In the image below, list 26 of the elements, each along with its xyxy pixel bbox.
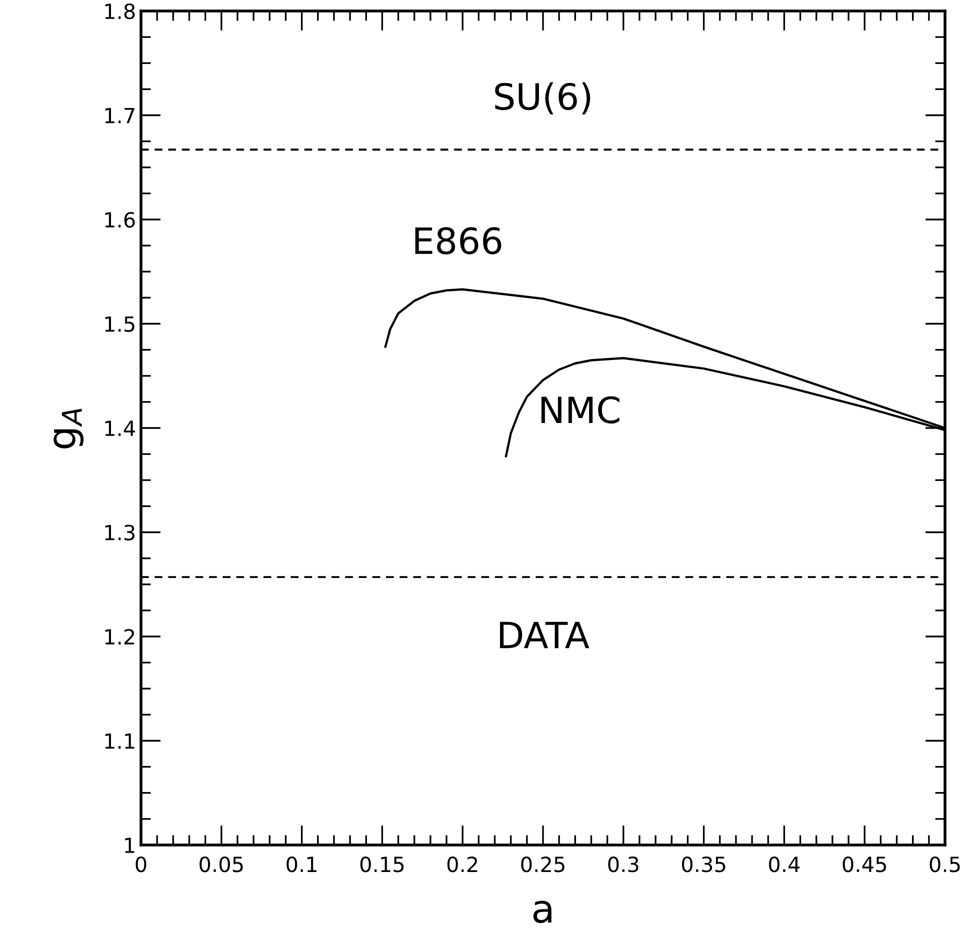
series-label: NMC [541, 396, 620, 424]
y-axis-title: g$_{A}$ [54, 408, 84, 448]
x-tick-label: 0.45 [842, 856, 886, 872]
x-tick-label: 0.3 [608, 856, 638, 872]
x-tick-label: 0.1 [286, 856, 316, 872]
x-axis-title: a [533, 900, 552, 924]
x-tick-label: 0.25 [521, 856, 564, 872]
y-tick-label: 1.1 [105, 733, 134, 749]
x-tick-label: 0.4 [769, 856, 800, 872]
x-tick-label: 0.05 [200, 856, 243, 872]
x-tick-label: 0.5 [930, 856, 960, 872]
x-tick-label: 0.15 [360, 856, 404, 872]
x-tick-label: 0.35 [682, 856, 726, 872]
x-tick-label: 0.2 [447, 856, 478, 872]
y-tick-label: 1 [125, 838, 134, 853]
y-tick-label: 1.5 [105, 316, 134, 332]
y-tick-label: 1.8 [105, 3, 135, 20]
y-tick-label: 1.6 [105, 212, 135, 228]
y-tick-label: 1.7 [105, 108, 134, 124]
y-tick-label: 1.2 [105, 628, 134, 644]
y-tick-label: 1.3 [105, 524, 134, 540]
series-label: E866 [415, 227, 502, 254]
x-tick-label: 0 [136, 856, 146, 872]
y-tick-label: 1.4 [105, 420, 135, 436]
ref-line-label: SU(6) [495, 82, 590, 114]
ref-line-label: DATA [500, 622, 590, 648]
